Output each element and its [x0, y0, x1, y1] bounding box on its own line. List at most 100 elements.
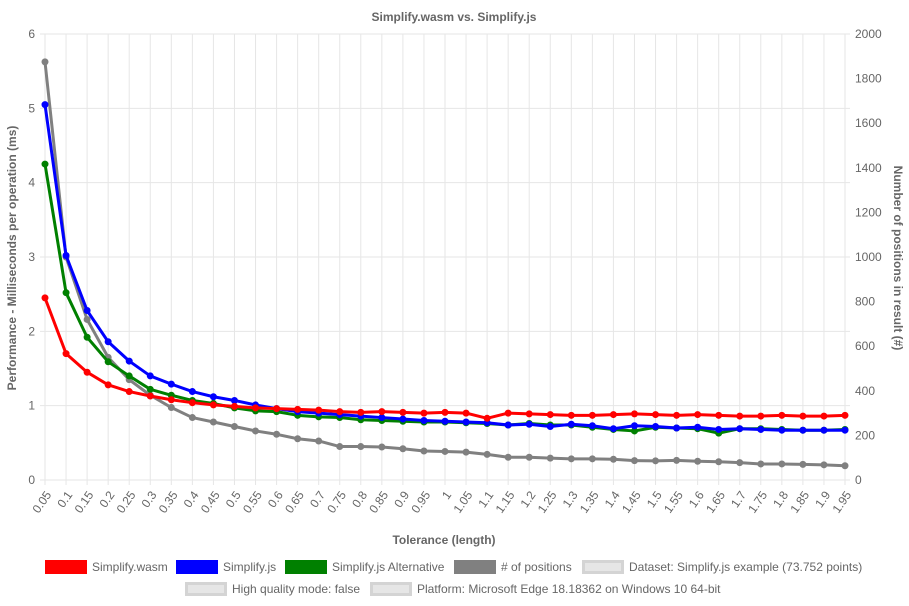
data-point-simplify-wasm[interactable] — [567, 411, 575, 419]
data-point-simplify-wasm[interactable] — [420, 409, 428, 417]
data-point-of-positions[interactable] — [167, 404, 175, 412]
data-point-simplify-wasm[interactable] — [378, 408, 386, 416]
data-point-simplify-js-alternative[interactable] — [41, 160, 49, 168]
data-point-simplify-js[interactable] — [167, 380, 175, 388]
data-point-simplify-js[interactable] — [41, 101, 49, 109]
data-point-of-positions[interactable] — [315, 437, 323, 445]
data-point-simplify-js[interactable] — [715, 425, 723, 433]
data-point-simplify-js[interactable] — [736, 425, 744, 433]
data-point-simplify-wasm[interactable] — [294, 405, 302, 413]
data-point-simplify-js[interactable] — [104, 338, 112, 346]
data-point-simplify-js[interactable] — [820, 426, 828, 434]
legend-item[interactable]: Simplify.js Alternative — [285, 560, 445, 574]
data-point-simplify-js[interactable] — [694, 423, 702, 431]
data-point-simplify-js-alternative[interactable] — [146, 385, 154, 393]
data-point-of-positions[interactable] — [336, 443, 344, 451]
data-point-simplify-js[interactable] — [841, 426, 849, 434]
data-point-simplify-js[interactable] — [673, 424, 681, 432]
data-point-simplify-js-alternative[interactable] — [62, 289, 70, 297]
data-point-of-positions[interactable] — [588, 455, 596, 463]
data-point-simplify-js[interactable] — [757, 425, 765, 433]
data-point-simplify-wasm[interactable] — [525, 410, 533, 418]
data-point-simplify-wasm[interactable] — [715, 411, 723, 419]
data-point-of-positions[interactable] — [420, 447, 428, 455]
data-point-simplify-js-alternative[interactable] — [125, 372, 133, 380]
data-point-simplify-wasm[interactable] — [820, 412, 828, 420]
data-point-of-positions[interactable] — [83, 315, 91, 323]
data-point-simplify-wasm[interactable] — [588, 411, 596, 419]
data-point-simplify-wasm[interactable] — [609, 411, 617, 419]
data-point-simplify-js-alternative[interactable] — [104, 358, 112, 366]
data-point-of-positions[interactable] — [757, 460, 765, 468]
data-point-simplify-wasm[interactable] — [167, 396, 175, 404]
data-point-simplify-wasm[interactable] — [336, 408, 344, 416]
data-point-of-positions[interactable] — [736, 459, 744, 467]
data-point-of-positions[interactable] — [483, 450, 491, 458]
data-point-simplify-js[interactable] — [420, 417, 428, 425]
data-point-simplify-js[interactable] — [652, 422, 660, 430]
data-point-simplify-js[interactable] — [83, 307, 91, 315]
data-point-simplify-wasm[interactable] — [399, 408, 407, 416]
data-point-simplify-wasm[interactable] — [188, 399, 196, 407]
data-point-simplify-js[interactable] — [462, 418, 470, 426]
data-point-simplify-js[interactable] — [609, 425, 617, 433]
data-point-simplify-js[interactable] — [399, 415, 407, 423]
data-point-simplify-js[interactable] — [588, 422, 596, 430]
data-point-of-positions[interactable] — [378, 443, 386, 451]
data-point-simplify-wasm[interactable] — [504, 409, 512, 417]
data-point-simplify-wasm[interactable] — [736, 412, 744, 420]
data-point-simplify-wasm[interactable] — [694, 411, 702, 419]
data-point-simplify-js[interactable] — [546, 422, 554, 430]
data-point-simplify-wasm[interactable] — [104, 381, 112, 389]
data-point-simplify-wasm[interactable] — [483, 414, 491, 422]
data-point-simplify-js[interactable] — [230, 396, 238, 404]
data-point-of-positions[interactable] — [441, 447, 449, 455]
data-point-simplify-js-alternative[interactable] — [83, 333, 91, 341]
data-point-simplify-wasm[interactable] — [630, 410, 638, 418]
data-point-simplify-wasm[interactable] — [230, 402, 238, 410]
data-point-of-positions[interactable] — [609, 455, 617, 463]
legend-item[interactable]: Platform: Microsoft Edge 18.18362 on Win… — [370, 582, 722, 596]
legend-item[interactable]: # of positions — [454, 560, 572, 574]
data-point-simplify-wasm[interactable] — [441, 408, 449, 416]
data-point-simplify-wasm[interactable] — [125, 388, 133, 396]
data-point-of-positions[interactable] — [841, 462, 849, 470]
data-point-simplify-js[interactable] — [504, 421, 512, 429]
data-point-simplify-wasm[interactable] — [462, 409, 470, 417]
data-point-simplify-wasm[interactable] — [673, 411, 681, 419]
data-point-of-positions[interactable] — [546, 454, 554, 462]
data-point-simplify-wasm[interactable] — [41, 294, 49, 302]
data-point-of-positions[interactable] — [715, 458, 723, 466]
data-point-simplify-wasm[interactable] — [799, 412, 807, 420]
data-point-simplify-js[interactable] — [62, 252, 70, 260]
data-point-simplify-wasm[interactable] — [357, 408, 365, 416]
data-point-of-positions[interactable] — [41, 58, 49, 66]
data-point-simplify-wasm[interactable] — [778, 411, 786, 419]
data-point-of-positions[interactable] — [252, 427, 260, 435]
data-point-of-positions[interactable] — [357, 443, 365, 451]
data-point-of-positions[interactable] — [652, 457, 660, 465]
data-point-of-positions[interactable] — [799, 460, 807, 468]
data-point-simplify-js[interactable] — [378, 414, 386, 422]
data-point-simplify-js[interactable] — [146, 372, 154, 380]
data-point-simplify-wasm[interactable] — [273, 405, 281, 413]
data-point-simplify-wasm[interactable] — [209, 401, 217, 409]
data-point-of-positions[interactable] — [462, 448, 470, 456]
legend-item[interactable]: High quality mode: false — [185, 582, 361, 596]
legend-item[interactable]: Simplify.wasm — [45, 560, 168, 574]
data-point-simplify-wasm[interactable] — [252, 404, 260, 412]
data-point-simplify-js[interactable] — [209, 393, 217, 401]
data-point-of-positions[interactable] — [820, 461, 828, 469]
data-point-simplify-js[interactable] — [630, 422, 638, 430]
legend-item[interactable]: Dataset: Simplify.js example (73.752 poi… — [582, 560, 863, 574]
data-point-simplify-wasm[interactable] — [652, 411, 660, 419]
data-point-of-positions[interactable] — [504, 453, 512, 461]
data-point-of-positions[interactable] — [294, 435, 302, 443]
data-point-simplify-js[interactable] — [799, 426, 807, 434]
data-point-simplify-js[interactable] — [525, 420, 533, 428]
data-point-simplify-wasm[interactable] — [146, 392, 154, 400]
data-point-simplify-wasm[interactable] — [841, 411, 849, 419]
data-point-of-positions[interactable] — [188, 414, 196, 422]
data-point-simplify-js[interactable] — [188, 388, 196, 396]
legend[interactable]: Simplify.wasm Simplify.js Simplify.js Alte… — [45, 560, 862, 596]
